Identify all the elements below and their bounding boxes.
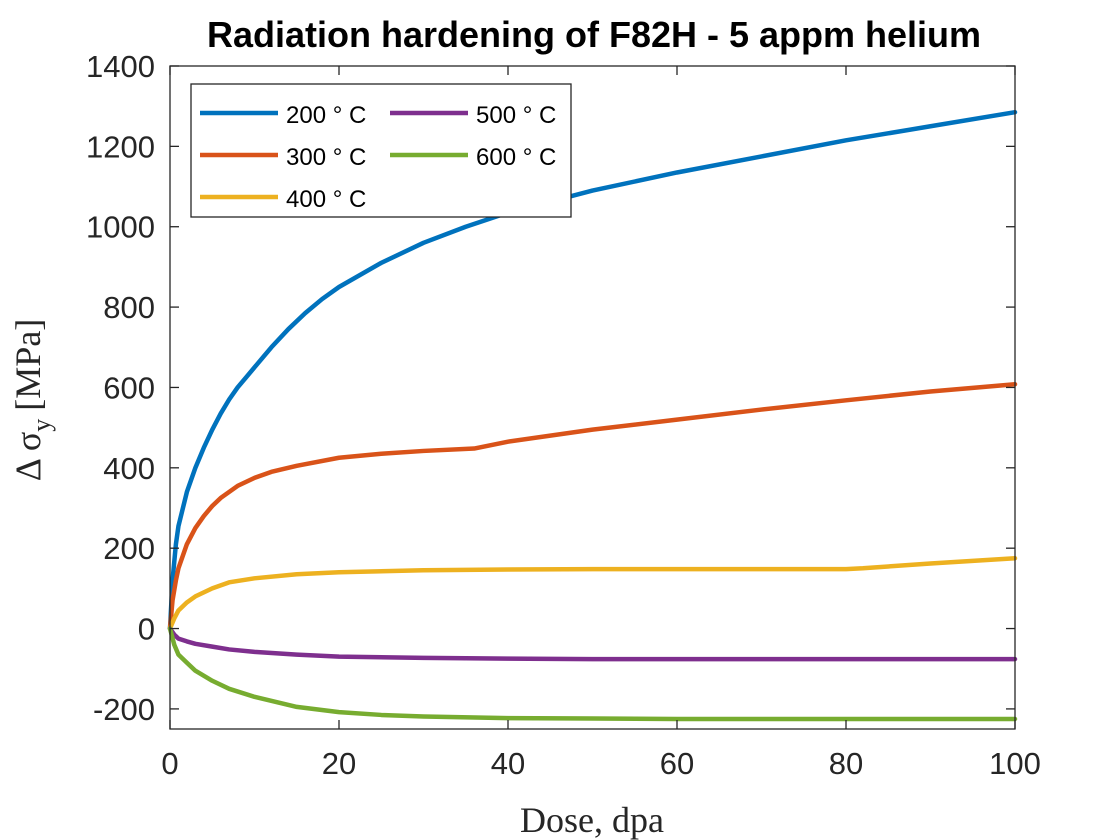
legend-items: 200 ° C 300 ° C 400 ° C 500 ° C 600 ° C bbox=[200, 102, 556, 213]
series-layer bbox=[167, 109, 1018, 722]
y-tick-label-1: 0 bbox=[138, 612, 155, 647]
y-tick-label-7: 1200 bbox=[86, 129, 155, 164]
legend-label-3: 500 ° C bbox=[476, 102, 556, 129]
y-tick-label-5: 800 bbox=[103, 290, 155, 325]
y-tick-label-2: 200 bbox=[103, 531, 155, 566]
x-tick-label-5: 100 bbox=[989, 746, 1041, 781]
y-tick-label-8: 1400 bbox=[86, 49, 155, 84]
series-line-2 bbox=[167, 555, 1018, 631]
x-tick-label-0: 0 bbox=[161, 746, 178, 781]
y-tick-label-0: -200 bbox=[93, 692, 155, 727]
legend: 200 ° C 300 ° C 400 ° C 500 ° C 600 ° C bbox=[190, 83, 572, 218]
legend-label-0: 200 ° C bbox=[286, 102, 366, 129]
series-line-3 bbox=[167, 626, 1018, 662]
x-tick-label-2: 40 bbox=[491, 746, 525, 781]
y-axis-label-main: Δ σ bbox=[8, 432, 48, 482]
chart-title: Radiation hardening of F82H - 5 appm hel… bbox=[207, 14, 981, 55]
series-line-1 bbox=[167, 381, 1018, 631]
y-tick-label-6: 1000 bbox=[86, 210, 155, 245]
series-line-4 bbox=[167, 626, 1018, 722]
y-tick-label-3: 400 bbox=[103, 451, 155, 486]
x-tick-label-4: 80 bbox=[829, 746, 863, 781]
legend-label-2: 400 ° C bbox=[286, 186, 366, 213]
x-axis-label: Dose, dpa bbox=[520, 800, 664, 840]
legend-label-4: 600 ° C bbox=[476, 144, 556, 171]
y-axis-label: Δ σy [MPa] bbox=[8, 319, 56, 482]
plot-frame bbox=[169, 65, 1016, 730]
legend-label-1: 300 ° C bbox=[286, 144, 366, 171]
ticks-layer: 0 20 40 60 80 100-200020040060080010001200140… bbox=[86, 49, 1041, 781]
series-line-0 bbox=[167, 109, 1018, 631]
x-tick-label-3: 60 bbox=[660, 746, 694, 781]
y-tick-label-4: 600 bbox=[103, 370, 155, 405]
x-tick-label-1: 20 bbox=[322, 746, 356, 781]
y-axis-label-sub: y bbox=[27, 419, 56, 432]
y-axis-label-unit: [MPa] bbox=[8, 319, 48, 411]
